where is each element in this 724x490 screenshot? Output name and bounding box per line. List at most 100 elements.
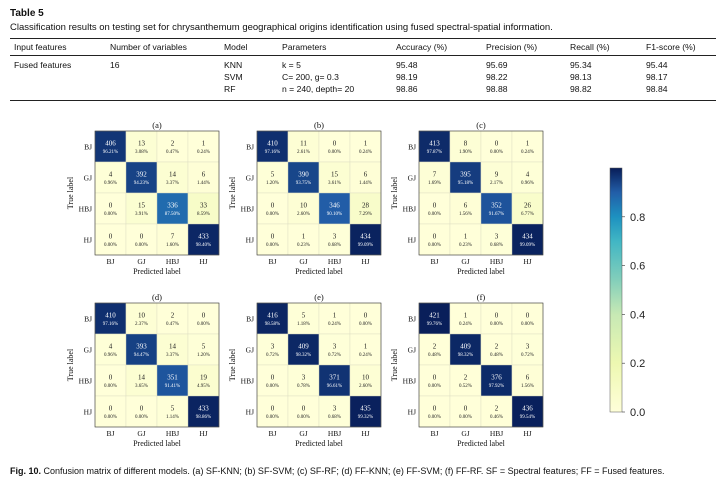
cell-count: 15 [331,171,339,179]
heatmap-cell [318,302,351,335]
cell-count: 11 [300,140,307,148]
heatmap-cell [125,192,158,225]
x-tick-label: HBJ [490,257,503,266]
x-tick-label: HJ [199,429,207,438]
cell-percent: 94.23% [134,181,149,186]
cell-count: 10 [138,312,146,320]
cell-count: 2 [464,374,468,382]
cell-count: 1 [464,312,468,320]
cell-percent: 0.00% [459,415,472,420]
heatmap-cell [318,161,351,194]
cell-percent: 0.00% [266,243,279,248]
heatmap-cell [480,130,513,163]
cell-count: 4 [109,343,113,351]
cell-count: 10 [362,374,370,382]
cell-percent: 96.61% [327,384,342,389]
x-axis-label: Predicted label [133,439,182,448]
cell-count: 3 [302,374,306,382]
cell-count: 14 [169,343,177,351]
heatmap-cell [156,333,189,366]
heatmap-cell [449,333,482,366]
cell-percent: 0.23% [459,243,472,248]
table-top-rule [10,38,716,39]
heatmap-cell [94,161,127,194]
heatmap-cell [511,395,544,428]
x-tick-label: HBJ [166,429,179,438]
cell-count: 7 [171,233,175,241]
matrix-border [94,302,220,428]
y-tick-label: GJ [84,174,92,183]
table-cell: 98.13 [570,72,592,82]
cell-percent: 0.48% [490,353,503,358]
cell-percent: 3.08% [135,150,148,155]
colorbar-tick-label: 0.6 [630,261,645,273]
matrix-border [94,130,220,256]
cell-count: 3 [526,343,530,351]
cell-count: 352 [491,202,502,210]
cell-percent: 91.67% [489,212,504,217]
cell-count: 0 [109,202,113,210]
cell-count: 416 [267,312,278,320]
cell-percent: 97.16% [103,322,118,327]
heatmap-cell [349,130,382,163]
cell-count: 4 [526,171,530,179]
cell-percent: 1.60% [166,243,179,248]
x-tick-label: HJ [523,257,531,266]
y-tick-label: HBJ [241,377,254,386]
cell-count: 0 [271,374,275,382]
y-tick-label: GJ [246,346,254,355]
cell-percent: 98.86% [196,415,211,420]
heatmap-cell [156,192,189,225]
table-cell: 95.48 [396,60,418,70]
y-tick-label: GJ [246,174,254,183]
x-tick-label: GJ [299,429,307,438]
cell-percent: 1.69% [428,181,441,186]
cell-count: 0 [140,405,144,413]
x-tick-label: BJ [431,429,439,438]
heatmap-cell [318,395,351,428]
x-tick-label: HJ [361,257,369,266]
cell-percent: 0.24% [521,150,534,155]
cell-percent: 2.60% [359,384,372,389]
cell-count: 393 [136,343,147,351]
cell-percent: 0.24% [328,322,341,327]
cell-count: 351 [167,374,178,382]
x-tick-label: BJ [107,429,115,438]
cell-percent: 0.46% [490,415,503,420]
cell-percent: 87.50% [165,212,180,217]
x-axis-label: Predicted label [457,439,506,448]
table-cell: KNN [224,60,243,70]
heatmap-cell [287,130,320,163]
cell-percent: 0.00% [104,243,117,248]
cell-percent: 0.24% [359,353,372,358]
cell-count: 2 [433,343,437,351]
cell-count: 28 [362,202,370,210]
cell-percent: 1.18% [297,322,310,327]
x-tick-label: GJ [137,429,145,438]
cell-count: 395 [460,171,471,179]
y-tick-label: BJ [408,315,416,324]
cell-count: 346 [329,202,340,210]
cell-count: 0 [271,233,275,241]
y-tick-label: HJ [408,408,416,417]
cell-count: 434 [522,233,533,241]
heatmap-cell [511,161,544,194]
cell-percent: 99.76% [427,322,442,327]
y-tick-label: GJ [408,174,416,183]
matrix-border [256,130,382,256]
figure-caption-text: Confusion matrix of different models. (a… [43,466,665,476]
colorbar-tick-label: 0.0 [630,407,645,419]
cell-count: 15 [138,202,146,210]
cell-percent: 0.00% [104,415,117,420]
heatmap-cell [94,223,127,256]
cell-percent: 0.00% [104,212,117,217]
cell-percent: 2.17% [490,181,503,186]
cell-count: 409 [460,343,471,351]
heatmap-cell [349,364,382,397]
table-caption: Classification results on testing set fo… [10,22,553,33]
table-cell: C= 200, g= 0.3 [282,72,339,82]
cell-count: 3 [333,405,337,413]
matrix-title: (b) [314,120,324,130]
heatmap-cell [480,161,513,194]
matrix-title: (d) [152,292,162,302]
